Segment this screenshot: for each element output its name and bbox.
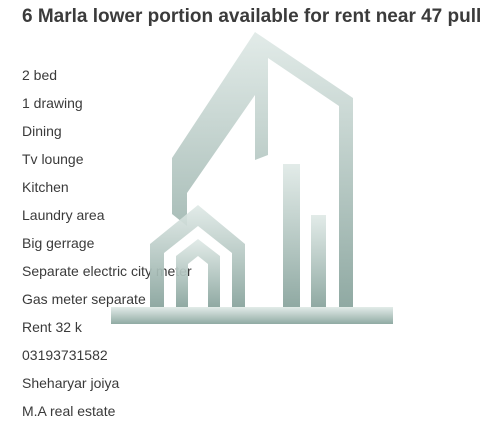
detail-line-contact-name: Sheharyar joiya	[22, 375, 120, 391]
detail-line-kitchen: Kitchen	[22, 179, 69, 195]
detail-line-dining: Dining	[22, 123, 62, 139]
detail-line-bedrooms: 2 bed	[22, 67, 58, 83]
detail-line-agency: M.A real estate	[22, 403, 116, 419]
detail-line-tv-lounge: Tv lounge	[22, 151, 84, 167]
detail-line-drawing-room: 1 drawing	[22, 95, 83, 111]
detail-line-phone[interactable]: 03193731582	[22, 347, 108, 363]
detail-line-electric-meter: Separate electric city meter	[22, 263, 192, 279]
detail-line-rent: Rent 32 k	[22, 319, 82, 335]
detail-line-garage: Big gerrage	[22, 235, 95, 251]
listing-details: 2 bed 1 drawing Dining Tv lounge Kitchen…	[22, 61, 192, 425]
detail-line-laundry: Laundry area	[22, 207, 105, 223]
detail-line-gas-meter: Gas meter separate	[22, 291, 146, 307]
listing-title: 6 Marla lower portion available for rent…	[22, 6, 482, 27]
